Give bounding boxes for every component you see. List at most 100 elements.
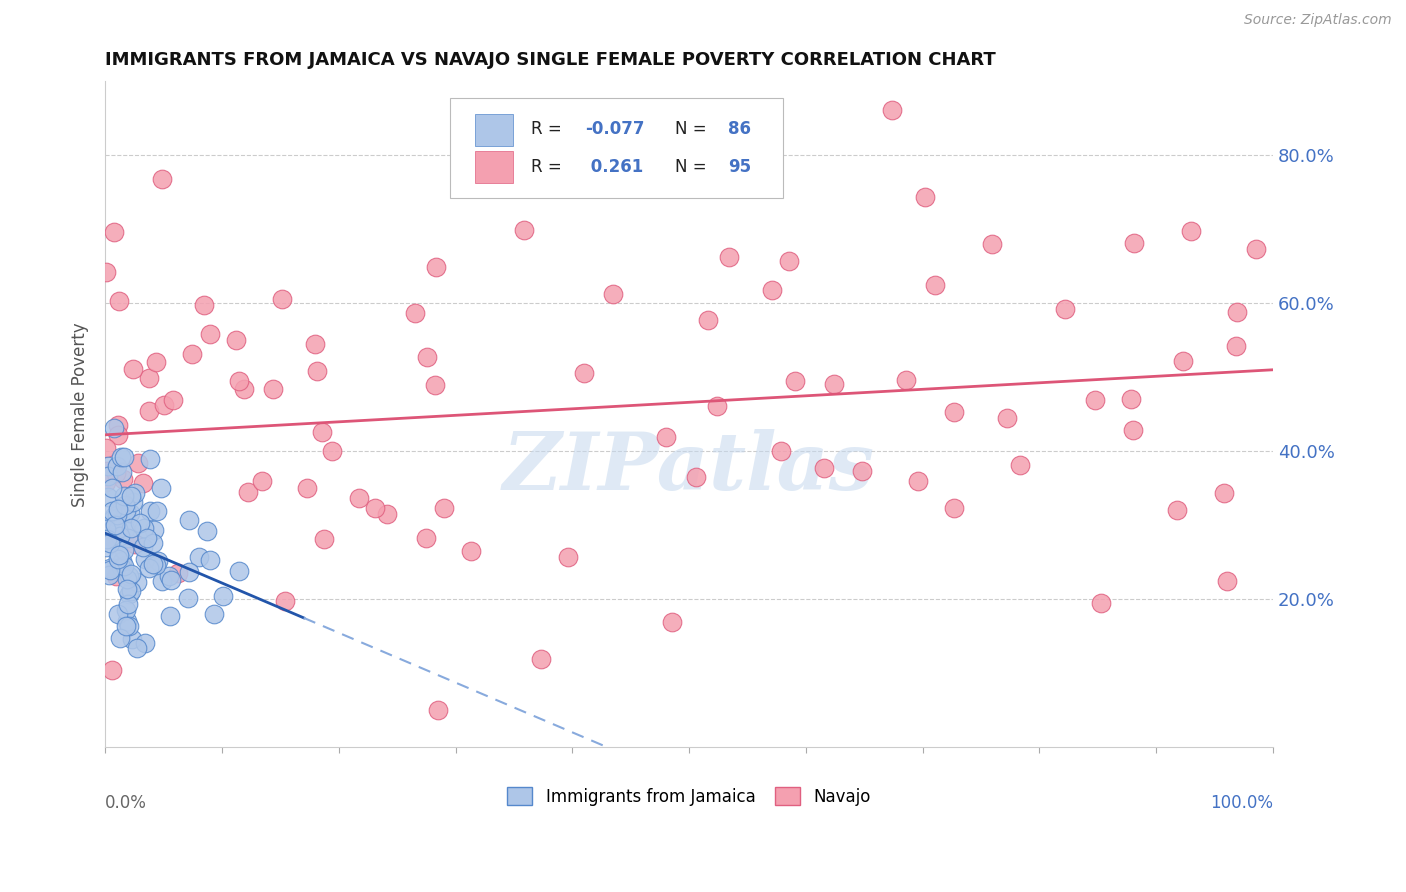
Point [107, 607, 129, 621]
Point [145, 558, 167, 572]
Point [321, 443, 343, 458]
Point [105, 568, 128, 582]
Point [142, 536, 165, 550]
Point [107, 501, 129, 516]
Point [100, 481, 122, 495]
Point [122, 495, 145, 509]
Point [142, 557, 165, 571]
Point [347, 491, 370, 506]
Point [823, 376, 845, 391]
Point [233, 382, 256, 396]
Point [1123, 235, 1146, 250]
Point [127, 456, 149, 470]
Point [177, 591, 200, 606]
Point [262, 382, 284, 396]
Point [103, 420, 125, 434]
Point [460, 544, 482, 558]
Point [114, 499, 136, 513]
Point [770, 444, 793, 458]
Point [181, 346, 204, 360]
Point [314, 533, 336, 547]
Point [105, 458, 128, 473]
Point [1216, 574, 1239, 588]
Point [942, 405, 965, 419]
Point [138, 560, 160, 574]
Point [127, 575, 149, 590]
Point [148, 554, 170, 568]
Point [101, 663, 124, 677]
FancyBboxPatch shape [450, 98, 783, 198]
Point [271, 292, 294, 306]
Point [1010, 458, 1032, 472]
Point [142, 524, 165, 538]
Point [131, 475, 153, 490]
Point [236, 484, 259, 499]
Point [103, 508, 125, 523]
Point [107, 418, 129, 433]
Point [125, 641, 148, 656]
Point [110, 465, 132, 479]
Point [159, 609, 181, 624]
Point [1122, 423, 1144, 437]
Text: N =: N = [675, 120, 711, 138]
Point [924, 278, 946, 293]
Point [512, 223, 534, 237]
Point [211, 589, 233, 603]
Point [134, 636, 156, 650]
Text: 95: 95 [728, 158, 751, 177]
Point [114, 542, 136, 557]
Text: R =: R = [531, 120, 568, 138]
Point [108, 548, 131, 562]
Point [97, 458, 120, 473]
Point [188, 549, 211, 564]
Point [274, 593, 297, 607]
Point [111, 472, 134, 486]
Point [108, 631, 131, 645]
Point [1226, 304, 1249, 318]
Point [717, 251, 740, 265]
Point [637, 172, 659, 186]
FancyBboxPatch shape [475, 114, 513, 146]
Point [97, 568, 120, 582]
Point [114, 522, 136, 536]
Point [105, 516, 128, 530]
Point [97, 490, 120, 504]
Point [118, 587, 141, 601]
Point [1121, 392, 1143, 407]
Text: R =: R = [531, 158, 568, 177]
Point [250, 474, 273, 488]
Point [134, 551, 156, 566]
Text: N =: N = [675, 158, 711, 177]
Point [105, 508, 128, 523]
Point [995, 411, 1018, 425]
Text: 0.0%: 0.0% [105, 794, 148, 812]
Point [96, 464, 118, 478]
Point [404, 306, 426, 320]
Point [167, 566, 190, 581]
Point [101, 531, 124, 545]
Point [1225, 339, 1247, 353]
Point [138, 371, 160, 385]
Point [1171, 354, 1194, 368]
Point [132, 540, 155, 554]
Point [851, 464, 873, 478]
Point [120, 566, 142, 581]
Point [146, 504, 169, 518]
Point [96, 540, 118, 554]
Point [107, 428, 129, 442]
Y-axis label: Single Female Poverty: Single Female Poverty [72, 322, 89, 507]
Point [138, 404, 160, 418]
Point [115, 573, 138, 587]
Point [200, 327, 222, 342]
Point [120, 489, 142, 503]
Point [107, 552, 129, 566]
Point [138, 452, 160, 467]
Point [304, 337, 326, 351]
Point [98, 561, 121, 575]
Point [193, 298, 215, 312]
Point [602, 287, 624, 301]
Point [896, 373, 918, 387]
Point [121, 362, 143, 376]
Point [149, 482, 172, 496]
Point [115, 582, 138, 596]
